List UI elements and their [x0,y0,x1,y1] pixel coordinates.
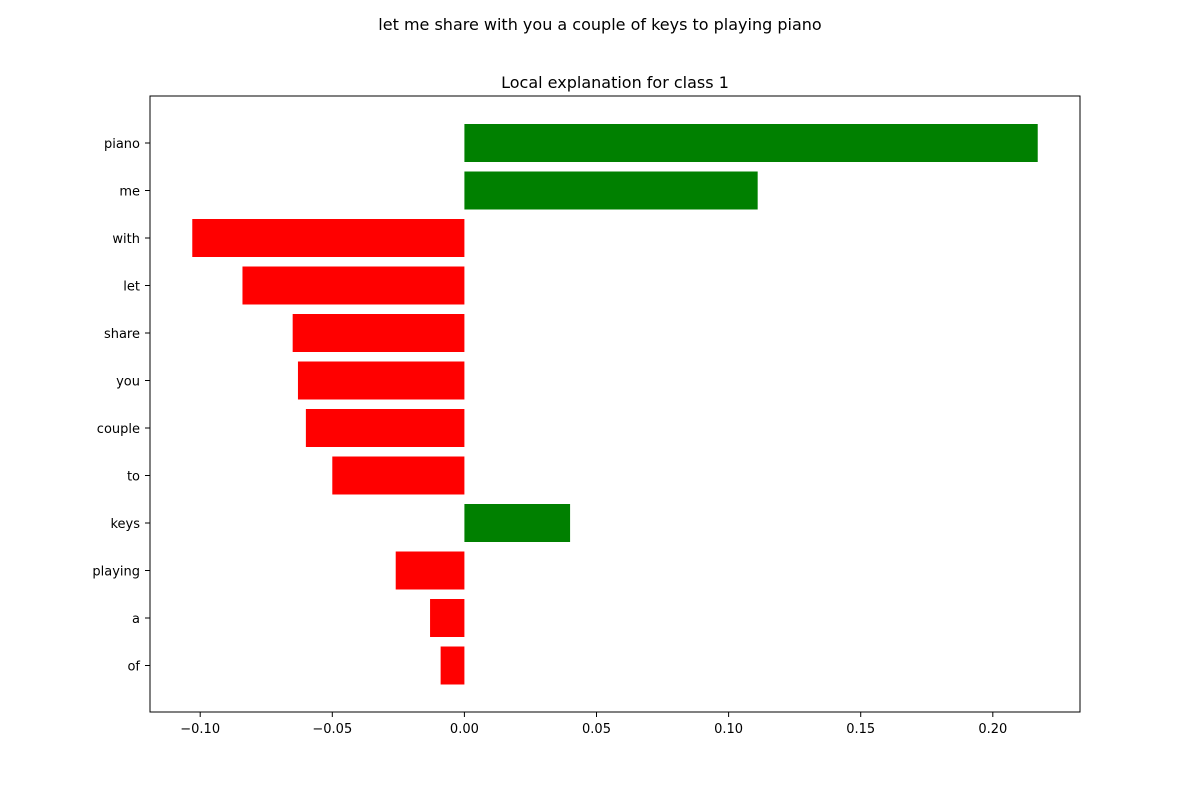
x-tick-label: 0.10 [714,722,743,737]
bar-a [430,599,465,637]
x-tick-label: −0.10 [180,722,220,737]
y-tick-label: playing [92,565,140,580]
y-tick-label: me [119,185,140,200]
x-tick-label: 0.05 [582,722,611,737]
y-tick-label: couple [97,422,140,437]
bar-keys [464,504,571,542]
y-tick-label: let [123,280,140,295]
y-tick-labels: piano me with let share you couple to keys playin… [92,137,150,675]
bar-me [464,171,758,210]
y-tick-label: piano [104,137,140,152]
bar-playing [395,551,465,590]
y-tick-label: keys [110,517,140,532]
chart-suptitle: let me share with you a couple of keys t… [378,15,821,34]
bar-piano [464,124,1038,162]
bar-with [192,219,465,257]
axes-frame [149,95,1081,713]
y-tick-label: you [116,375,140,390]
x-tick-labels: −0.10 −0.05 0.00 0.05 0.10 0.15 0.20 [180,712,1007,737]
bar-couple [305,409,465,447]
y-tick-label: to [127,470,140,485]
bar-of [440,646,465,685]
bar-share [292,314,465,352]
x-tick-label: 0.20 [978,722,1007,737]
bar-let [242,266,465,305]
y-tick-label: with [112,232,140,247]
y-tick-label: of [127,660,140,675]
y-tick-label: a [132,612,140,627]
x-tick-label: −0.05 [312,722,352,737]
x-tick-label: 0.00 [450,722,479,737]
chart-title: Local explanation for class 1 [501,73,729,92]
y-tick-label: share [104,327,140,342]
bar-to [332,456,465,495]
x-tick-label: 0.15 [846,722,875,737]
bar-you [297,361,465,400]
bars-group [192,124,1038,685]
